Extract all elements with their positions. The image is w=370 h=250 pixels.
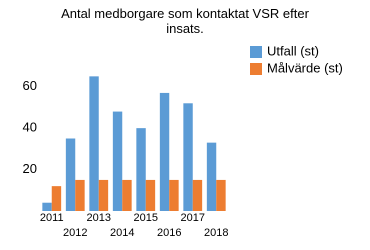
x-tick-label: 2011 <box>40 212 64 224</box>
bar <box>216 179 226 211</box>
x-tick-label: 2012 <box>63 227 87 239</box>
y-tick-label: 20 <box>23 161 37 176</box>
bar <box>51 186 62 211</box>
legend-label: Utfall (st) <box>267 43 319 58</box>
bar <box>206 142 217 211</box>
y-tick-label: 40 <box>23 120 37 135</box>
bar <box>89 76 99 211</box>
x-tick-label: 2018 <box>204 227 228 239</box>
legend-swatch <box>250 63 262 75</box>
bar <box>75 179 85 211</box>
x-tick-label: 2015 <box>134 212 158 224</box>
bar <box>42 202 52 211</box>
chart-title: Antal medborgare som kontaktat VSR efter… <box>61 6 309 36</box>
x-tick-label: 2017 <box>181 212 205 224</box>
bar <box>192 179 203 211</box>
bar <box>136 128 146 211</box>
bar <box>145 179 156 211</box>
bar <box>98 179 109 211</box>
bar <box>183 103 193 211</box>
legend-label: Målvärde (st) <box>267 60 343 75</box>
x-tick-label: 2016 <box>157 227 181 239</box>
x-tick-label: 2013 <box>87 212 111 224</box>
bar <box>112 111 123 211</box>
y-tick-label: 60 <box>23 78 37 93</box>
bar <box>65 138 76 211</box>
x-tick-label: 2014 <box>110 227 134 239</box>
bar <box>169 179 179 211</box>
legend-swatch <box>250 46 262 58</box>
bar <box>122 179 132 211</box>
bar <box>159 92 170 211</box>
